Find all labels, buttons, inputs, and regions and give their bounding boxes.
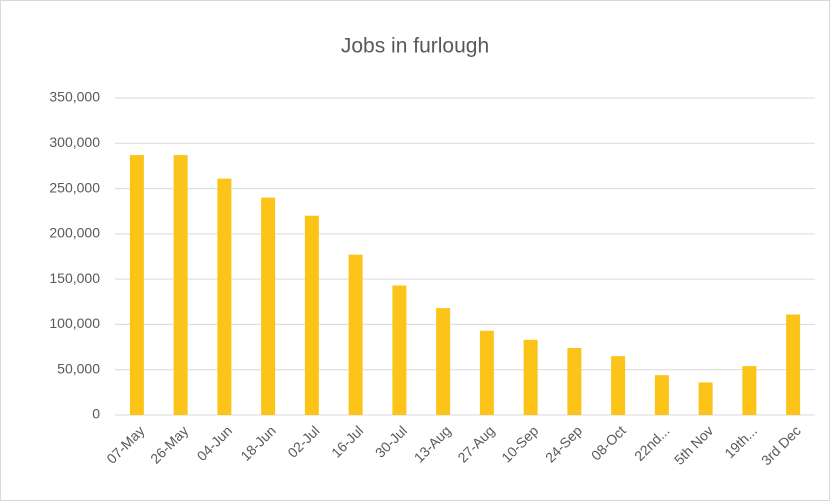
y-tick-label: 150,000 <box>49 270 100 286</box>
y-tick-label: 200,000 <box>49 225 100 241</box>
chart-title: Jobs in furlough <box>341 35 489 58</box>
y-tick-label: 50,000 <box>57 360 100 376</box>
bar <box>348 254 363 415</box>
y-tick-label: 100,000 <box>49 315 100 331</box>
bar <box>304 215 319 415</box>
y-tick-label: 0 <box>92 406 100 422</box>
bar <box>523 339 538 415</box>
bar <box>217 178 232 415</box>
bar <box>654 375 669 415</box>
bar <box>786 314 801 415</box>
y-tick-label: 250,000 <box>49 179 100 195</box>
bar <box>261 197 276 415</box>
bar <box>567 347 582 415</box>
y-tick-label: 300,000 <box>49 134 100 150</box>
bar <box>129 155 144 415</box>
y-tick-label: 350,000 <box>49 89 100 105</box>
bar <box>698 382 713 415</box>
bar <box>392 285 407 415</box>
bar <box>742 366 757 415</box>
bar <box>436 308 451 415</box>
bar <box>173 155 188 415</box>
bar <box>479 330 494 415</box>
bar <box>611 356 626 415</box>
